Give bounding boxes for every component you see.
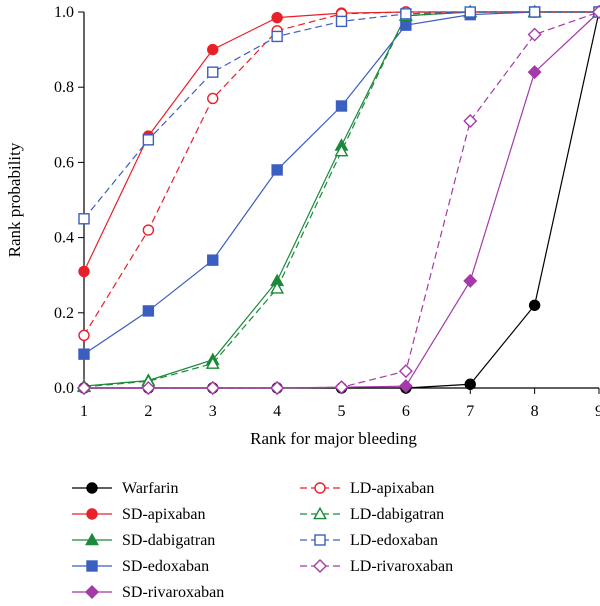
series-point-sd-apixaban <box>207 43 219 56</box>
legend-label: LD-rivaroxaban <box>350 558 453 575</box>
series-point-ld-edoxaban <box>271 30 283 43</box>
series-point-ld-rivaroxaban <box>205 381 220 395</box>
legend-marker <box>314 482 326 494</box>
series-point-ld-dabigatran <box>334 143 349 157</box>
y-tick-label: 0.4 <box>54 230 74 247</box>
series-line-sd-edoxaban <box>83 11 599 355</box>
legend-marker <box>313 559 327 573</box>
x-tick-label: 2 <box>144 403 152 420</box>
series-point-ld-rivaroxaban <box>527 27 542 42</box>
y-tick-label: 0.8 <box>54 79 74 96</box>
series-point-ld-edoxaban <box>464 6 476 18</box>
x-tick-label: 7 <box>466 403 474 420</box>
legend-marker <box>86 482 98 494</box>
y-tick-label: 1.0 <box>54 4 74 21</box>
x-tick-label: 8 <box>531 403 539 420</box>
series-point-ld-rivaroxaban <box>463 114 478 129</box>
legend-item-ld-rivaroxaban: LD-rivaroxaban <box>300 558 453 575</box>
series-point-ld-edoxaban <box>335 15 348 28</box>
y-tick-label: 0.0 <box>54 380 74 397</box>
legend-item-ld-apixaban: LD-apixaban <box>300 480 434 497</box>
series-point-ld-rivaroxaban <box>77 381 91 395</box>
series-point-ld-edoxaban <box>207 66 219 78</box>
x-axis-label: Rank for major bleeding <box>250 429 417 448</box>
legend-label: Warfarin <box>122 480 178 497</box>
legend-label: LD-edoxaban <box>350 532 438 549</box>
series-point-ld-rivaroxaban <box>334 380 349 395</box>
legend-label: LD-dabigatran <box>350 506 444 523</box>
legend-label: SD-apixaban <box>122 506 206 523</box>
plot-lines <box>83 11 600 389</box>
series-point-ld-edoxaban <box>528 6 541 18</box>
series-point-ld-rivaroxaban <box>141 381 156 395</box>
series-point-sd-edoxaban <box>271 164 283 176</box>
series-point-ld-dabigatran <box>205 356 220 369</box>
series-point-ld-dabigatran <box>270 281 285 294</box>
series-point-ld-apixaban <box>78 329 90 342</box>
legend-marker <box>313 506 327 520</box>
y-tick-label: 0.6 <box>54 154 74 171</box>
series-point-ld-apixaban <box>207 92 219 105</box>
x-tick-label: 5 <box>338 403 346 420</box>
legend-item-sd-edoxaban: SD-edoxaban <box>72 558 209 575</box>
legend-marker <box>314 534 326 546</box>
x-tick-label: 9 <box>595 403 600 420</box>
legend-label: SD-dabigatran <box>122 532 215 549</box>
legend-item-sd-apixaban: SD-apixaban <box>72 506 206 523</box>
series-line-ld-apixaban <box>83 11 599 336</box>
series-point-ld-edoxaban <box>142 134 155 146</box>
series-point-ld-edoxaban <box>400 8 412 20</box>
series-line-ld-dabigatran <box>83 11 599 388</box>
series-point-sd-apixaban <box>78 265 90 278</box>
series-point-warfarin <box>528 299 541 311</box>
series-point-ld-edoxaban <box>78 213 90 225</box>
legend-marker <box>86 508 98 520</box>
legend-item-ld-edoxaban: LD-edoxaban <box>300 532 438 549</box>
series-line-ld-rivaroxaban <box>84 11 600 389</box>
legend-marker <box>85 532 99 546</box>
legend-item-warfarin: Warfarin <box>72 480 178 497</box>
chart-axes: 1 2 3 4 5 6 7 8 9 0.0 0.2 0.4 0.6 0.8 1.0 <box>54 4 600 420</box>
series-point-sd-rivaroxaban <box>527 65 542 80</box>
plot-markers <box>77 4 600 395</box>
series-point-ld-rivaroxaban <box>270 381 285 395</box>
y-tick-label: 0.2 <box>54 305 74 322</box>
series-point-sd-rivaroxaban <box>463 273 478 288</box>
x-tick-label: 1 <box>80 403 88 420</box>
series-point-ld-rivaroxaban <box>592 5 600 19</box>
legend-marker <box>85 585 99 599</box>
legend-label: LD-apixaban <box>350 480 434 497</box>
series-point-sd-edoxaban <box>400 19 412 31</box>
series-point-ld-rivaroxaban <box>398 364 413 379</box>
x-tick-label: 3 <box>209 403 217 420</box>
series-point-sd-edoxaban <box>207 254 219 266</box>
series-point-sd-edoxaban <box>78 348 90 360</box>
series-line-sd-dabigatran <box>83 11 599 387</box>
series-point-ld-apixaban <box>142 224 155 236</box>
legend: Warfarin SD-apixaban SD-dabigatran SD-edoxa… <box>72 480 453 601</box>
series-point-warfarin <box>464 378 476 390</box>
series-point-sd-edoxaban <box>142 305 155 317</box>
legend-item-sd-rivaroxaban: SD-rivaroxaban <box>72 584 224 601</box>
series-line-sd-rivaroxaban <box>84 11 600 389</box>
legend-item-sd-dabigatran: SD-dabigatran <box>72 532 215 549</box>
series-point-sd-rivaroxaban <box>398 379 413 394</box>
series-point-sd-edoxaban <box>335 100 348 112</box>
legend-label: SD-edoxaban <box>122 558 209 575</box>
legend-marker <box>86 560 98 572</box>
y-axis-label: Rank probability <box>5 142 24 257</box>
x-tick-label: 4 <box>273 403 281 420</box>
x-tick-label: 6 <box>402 403 410 420</box>
legend-item-ld-dabigatran: LD-dabigatran <box>300 506 444 523</box>
series-point-sd-apixaban <box>271 11 283 24</box>
series-line-warfarin <box>84 11 600 389</box>
legend-label: SD-rivaroxaban <box>122 584 224 601</box>
